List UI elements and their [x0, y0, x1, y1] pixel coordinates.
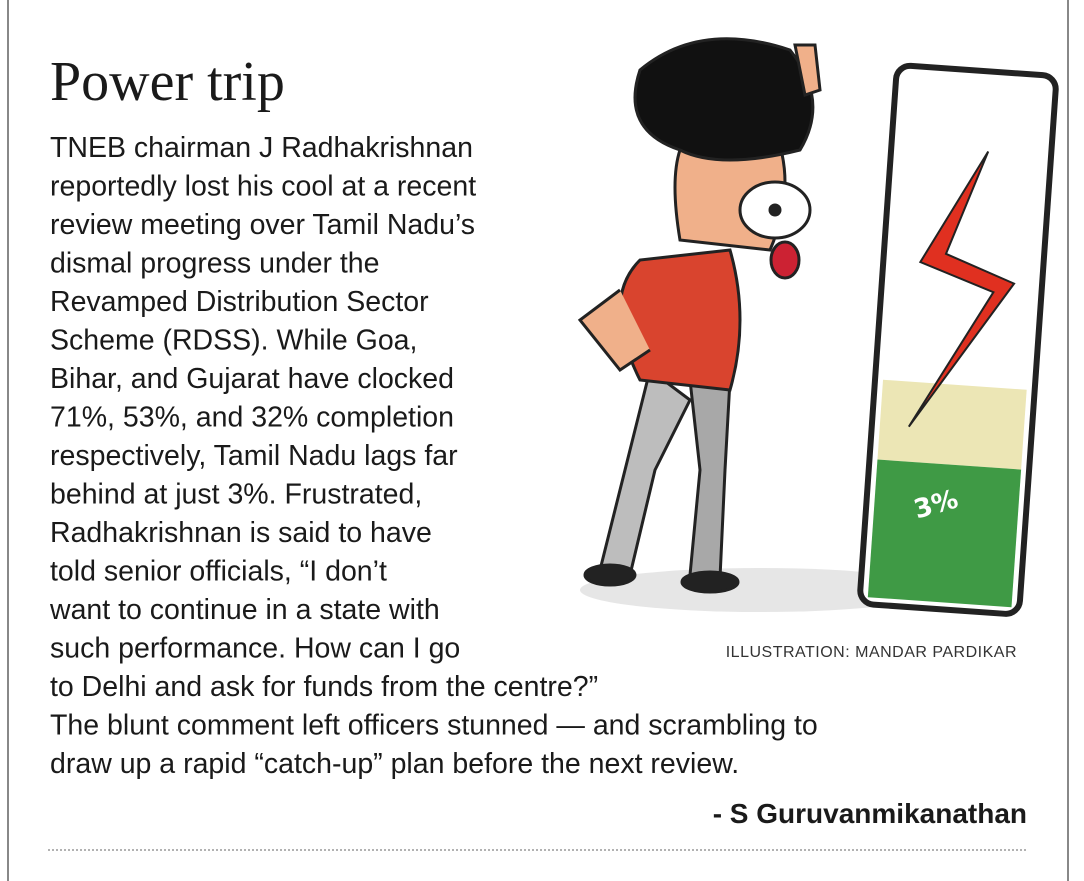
- body-line: 71%, 53%, and 32% completion: [50, 402, 454, 434]
- man: [577, 37, 822, 594]
- body-line: Revamped Distribution Sector: [50, 286, 429, 318]
- body-line: want to continue in a state with: [49, 594, 440, 626]
- body-text: TNEB chairman J Radhakrishnan reportedly …: [49, 132, 818, 780]
- byline: - S Guruvanmikanathan: [713, 798, 1027, 829]
- body-line: Radhakrishnan is said to have: [50, 517, 432, 549]
- body-line: told senior officials, “I don’t: [50, 556, 387, 588]
- shadow: [580, 568, 940, 612]
- body-line: draw up a rapid “catch-up” plan before t…: [50, 748, 739, 780]
- body-line: reportedly lost his cool at a recent: [50, 171, 476, 203]
- body-line: dismal progress under the: [50, 248, 380, 280]
- phone: 3%: [857, 62, 1059, 617]
- body-line: The blunt comment left officers stunned …: [50, 710, 818, 742]
- body-line: such performance. How can I go: [50, 633, 460, 665]
- headline: Power trip: [50, 51, 285, 113]
- body-line: respectively, Tamil Nadu lags far: [50, 440, 458, 472]
- body-line: to Delhi and ask for funds from the cent…: [50, 671, 598, 703]
- illustration: 3%: [577, 37, 1059, 617]
- illustration-credit: ILLUSTRATION: MANDAR PARDIKAR: [726, 644, 1017, 661]
- body-line: review meeting over Tamil Nadu’s: [50, 209, 475, 241]
- body-line: Scheme (RDSS). While Goa,: [50, 325, 417, 357]
- body-line: TNEB chairman J Radhakrishnan: [50, 132, 473, 164]
- body-line: behind at just 3%. Frustrated,: [50, 479, 422, 511]
- body-line: Bihar, and Gujarat have clocked: [50, 363, 454, 395]
